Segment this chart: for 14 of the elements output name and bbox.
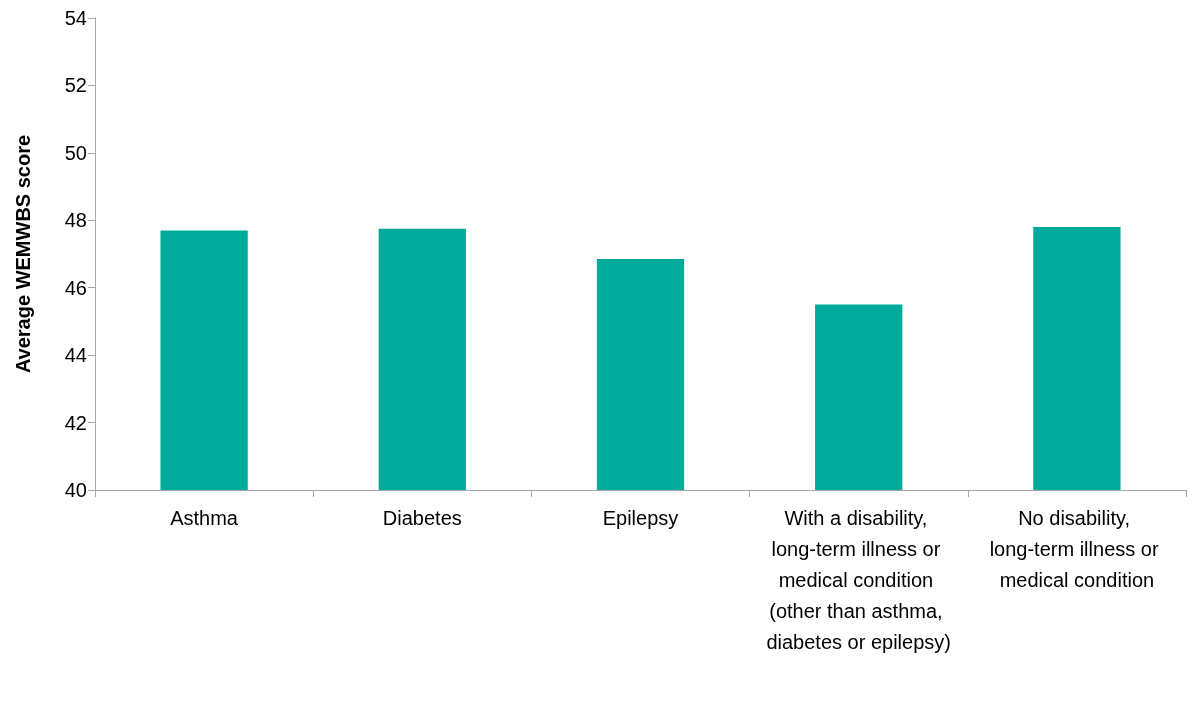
x-tick-label: Diabetes — [382, 506, 462, 529]
y-tick-label: 40 — [64, 479, 87, 501]
x-tick-label: Asthma — [170, 506, 239, 529]
x-tick-label: With a disability, long-term illness or medical condition (other than asthma, diabetes or epilepsy) — [766, 506, 951, 653]
x-tick-label: Epilepsy — [602, 506, 679, 529]
x-tick-label: No disability, long-term illness or medical condition — [989, 506, 1165, 591]
y-axis-title: Average WEMWBS score — [12, 134, 34, 374]
y-tick-label: 46 — [64, 276, 87, 299]
y-tick-label: 54 — [64, 7, 87, 29]
y-tick-label: 48 — [64, 209, 87, 232]
y-tick-label: 50 — [64, 141, 87, 164]
y-tick-label: 44 — [64, 344, 87, 367]
y-tick-label: 42 — [64, 411, 87, 434]
y-tick-label: 52 — [64, 74, 87, 97]
